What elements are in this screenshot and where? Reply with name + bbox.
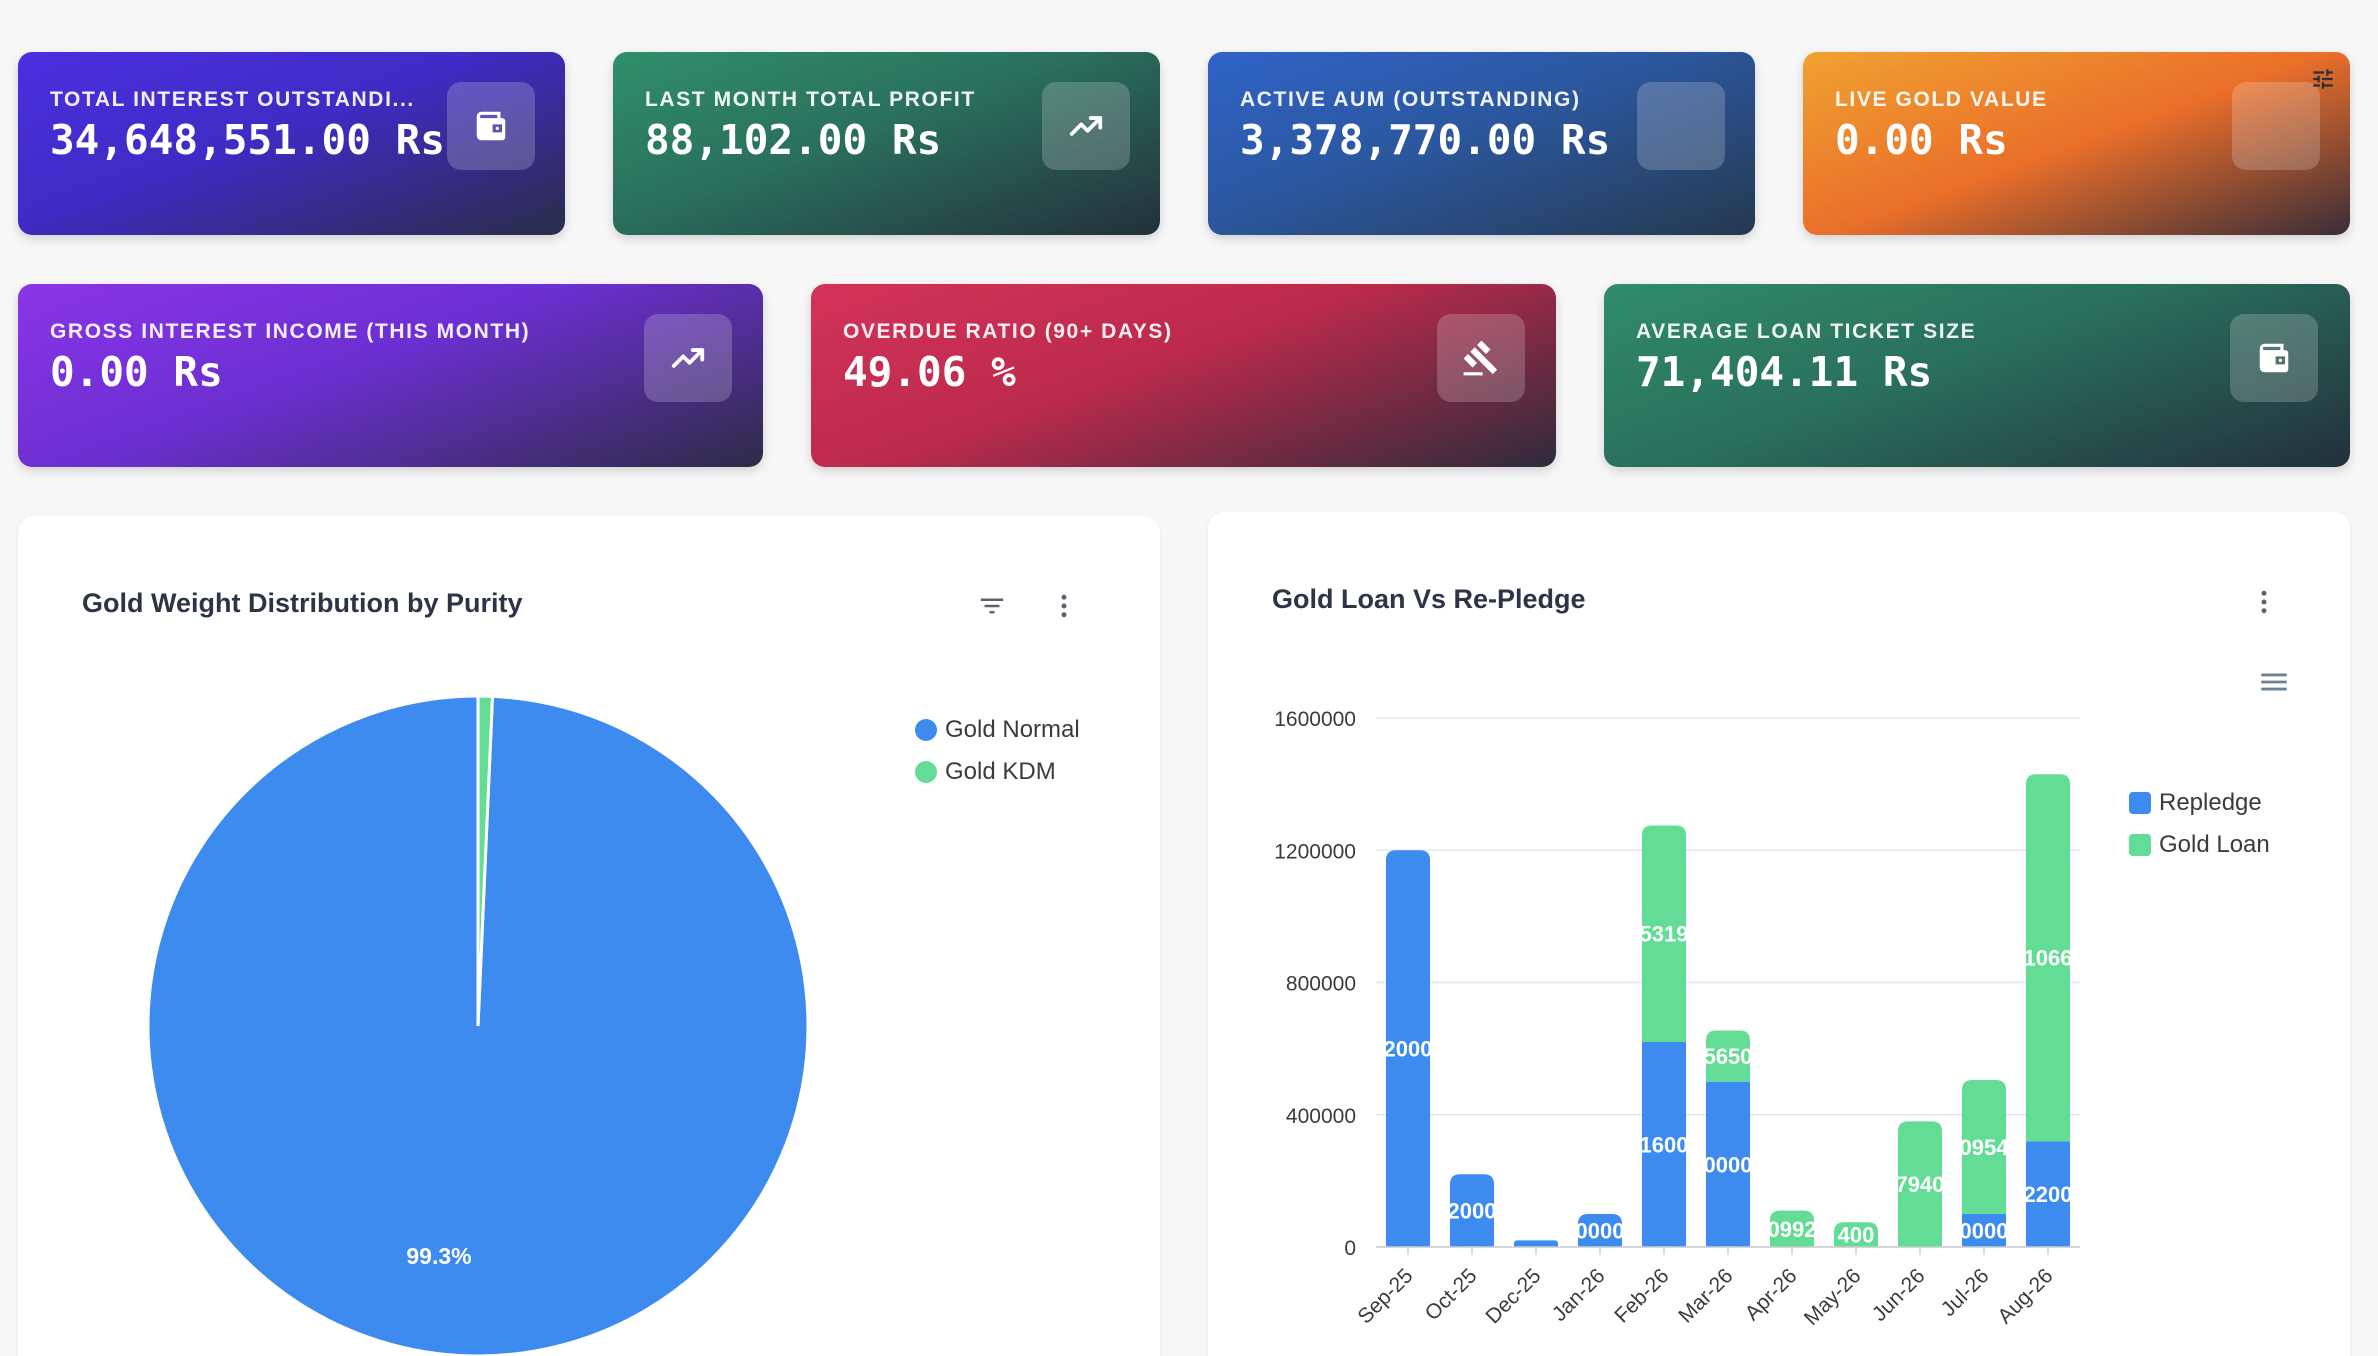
more-vert-icon[interactable] [2246,584,2282,620]
bar-chart: 0 400000 800000 1200000 1600000 2000 Sep-25 200… [1274,708,2080,1330]
x-tick-label: Jul-26 [1937,1264,1994,1321]
legend-item-repledge[interactable]: Repledge [2129,789,2262,817]
legend-item-gold-normal[interactable]: Gold Normal [915,716,1080,744]
kpi-label: TOTAL INTEREST OUTSTANDI... [50,88,415,111]
x-tick-label: Jun-26 [1868,1264,1930,1326]
bar-data-label: 0992 [1768,1217,1817,1242]
bar-data-label: 0000 [1960,1218,2009,1243]
gold-loan-vs-repledge-panel: Gold Loan Vs Re-Pledge 0 400000 800000 1200… [1208,512,2350,1356]
wallet-icon [447,82,535,170]
bar-data-label: 1600 [1640,1133,1689,1158]
x-tick-label: Aug-26 [1993,1264,2057,1328]
bar-repledge-jul-26[interactable] [1962,1213,2006,1247]
x-tick-label: Mar-26 [1674,1264,1737,1327]
bar-gold-loan-jun-26[interactable] [1898,1121,1942,1247]
legend-label: Gold Normal [945,716,1080,743]
legend-label: Gold KDM [945,758,1056,785]
more-vert-icon[interactable] [1046,588,1082,624]
legend-item-gold-kdm[interactable]: Gold KDM [915,758,1056,786]
legend-marker [915,761,937,783]
wallet-icon [2230,314,2318,402]
kpi-label: GROSS INTEREST INCOME (THIS MONTH) [50,320,531,343]
bar-data-label: 5650 [1704,1044,1753,1069]
bar-data-label: 1066 [2024,946,2073,971]
kpi-label: ACTIVE AUM (OUTSTANDING) [1240,88,1581,111]
bar-data-label: 0000 [1704,1152,1753,1177]
y-tick-label: 0 [1344,1237,1356,1260]
bar-gold-loan-feb-26[interactable] [1642,825,1686,1043]
legend-label: Gold Loan [2159,831,2270,858]
tune-icon[interactable] [2310,66,2336,92]
panel-title: Gold Loan Vs Re-Pledge [1272,584,1586,614]
bar-repledge-jan-26[interactable] [1578,1213,1622,1247]
filter-icon[interactable] [974,588,1010,624]
trending-up-icon [1042,82,1130,170]
kpi-label: AVERAGE LOAN TICKET SIZE [1636,320,1977,343]
kpi-card-live-gold-value: LIVE GOLD VALUE 0.00 Rs [1803,52,2350,235]
kpi-value: 71,404.11 Rs [1636,348,1933,396]
x-tick-label: Apr-26 [1741,1264,1802,1325]
x-tick-label: Jan-26 [1548,1264,1610,1326]
bar-gold-loan-mar-26[interactable] [1706,1030,1750,1082]
y-tick-label: 400000 [1286,1105,1356,1128]
x-tick-label: Oct-25 [1421,1264,1482,1325]
trending-up-icon [644,314,732,402]
pie-chart: 99.3% [146,694,810,1356]
kpi-label: LAST MONTH TOTAL PROFIT [645,88,976,111]
bar-repledge-oct-25[interactable] [1450,1174,1494,1247]
bar-data-label: 2000 [1384,1037,1433,1062]
y-tick-label: 800000 [1286,973,1356,996]
bar-data-label: 0000 [1576,1218,1625,1243]
legend-marker [2129,792,2151,814]
kpi-card-total-interest: TOTAL INTEREST OUTSTANDI... 34,648,551.0… [18,52,565,235]
legend-marker [2129,834,2151,856]
kpi-card-average-loan-ticket: AVERAGE LOAN TICKET SIZE 71,404.11 Rs [1604,284,2350,467]
kpi-value: 0.00 Rs [50,348,223,396]
gold-weight-panel: Gold Weight Distribution by Purity 99.3%… [18,516,1160,1356]
x-tick-label: Dec-25 [1481,1264,1545,1328]
bar-data-label: 0954 [1960,1135,2010,1160]
bar-data-label: 7940 [1896,1172,1945,1197]
bar-data-label: 5319 [1640,922,1689,947]
x-tick-label: Feb-26 [1610,1264,1673,1327]
bar-repledge-feb-26[interactable] [1642,1042,1686,1247]
bar-data-label: 400 [1838,1223,1875,1248]
bar-data-label: 2000 [1448,1199,1497,1224]
kpi-value: 49.06 % [843,348,1016,396]
legend-item-gold-loan[interactable]: Gold Loan [2129,831,2270,859]
bar-repledge-mar-26[interactable] [1706,1081,1750,1247]
bar-repledge-aug-26[interactable] [2026,1141,2070,1247]
x-tick-label: May-26 [1800,1264,1866,1330]
kpi-card-active-aum: ACTIVE AUM (OUTSTANDING) 3,378,770.00 Rs [1208,52,1755,235]
x-tick-label: Sep-25 [1353,1264,1417,1328]
chart-menu-icon[interactable] [2256,664,2292,700]
kpi-card-last-month-profit: LAST MONTH TOTAL PROFIT 88,102.00 Rs [613,52,1160,235]
pie-slice-gold-kdm[interactable] [476,694,495,1027]
kpi-value: 3,378,770.00 Rs [1240,116,1611,164]
bar-gold-loan-may-26[interactable] [1834,1222,1878,1247]
blank-icon [2232,82,2320,170]
pie-data-label: 99.3% [406,1243,471,1269]
kpi-value: 34,648,551.00 Rs [50,116,445,164]
kpi-value: 88,102.00 Rs [645,116,942,164]
kpi-card-gross-interest-income: GROSS INTEREST INCOME (THIS MONTH) 0.00 … [18,284,763,467]
y-tick-label: 1200000 [1274,840,1356,863]
bar-data-label: 2200 [2024,1182,2073,1207]
panel-title: Gold Weight Distribution by Purity [82,588,523,618]
kpi-card-overdue-ratio: OVERDUE RATIO (90+ DAYS) 49.06 % [811,284,1556,467]
bar-gold-loan-jul-26[interactable] [1962,1080,2006,1214]
kpi-value: 0.00 Rs [1835,116,2008,164]
bar-gold-loan-apr-26[interactable] [1770,1210,1814,1247]
bar-gold-loan-aug-26[interactable] [2026,774,2070,1142]
legend-marker [915,719,937,741]
kpi-label: LIVE GOLD VALUE [1835,88,2048,111]
bar-repledge-dec-25[interactable] [1514,1240,1558,1247]
gavel-icon [1437,314,1525,402]
blank-icon [1637,82,1725,170]
bar-repledge-sep-25[interactable] [1386,850,1430,1247]
legend-label: Repledge [2159,789,2262,816]
y-tick-label: 1600000 [1274,708,1356,731]
kpi-label: OVERDUE RATIO (90+ DAYS) [843,320,1173,343]
